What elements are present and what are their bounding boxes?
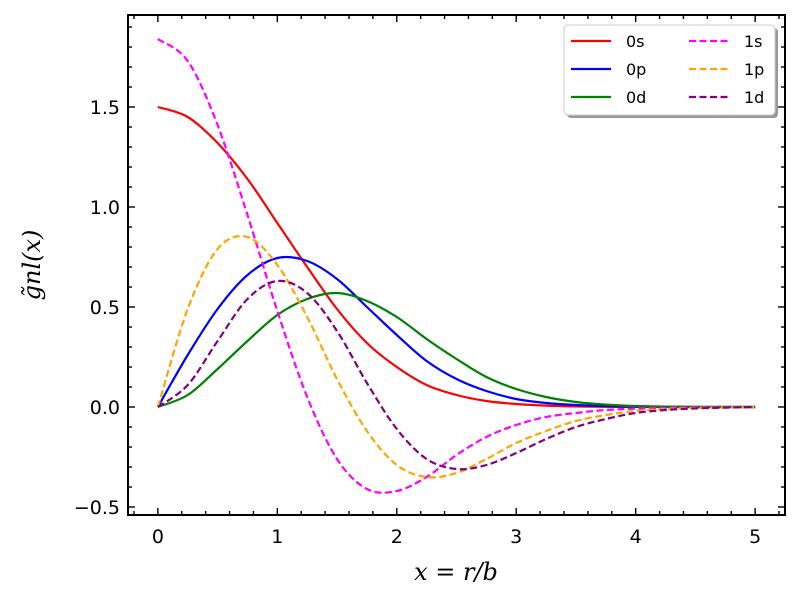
series-line-1p — [156, 234, 756, 479]
y-tick-label: −0.5 — [74, 497, 120, 519]
legend: 0s 0p 0d 1s 1p 1d — [563, 24, 778, 118]
y-tick-label: 0.5 — [90, 297, 120, 319]
legend-label-1p: 1p — [744, 60, 764, 79]
legend-label-1s: 1s — [744, 32, 763, 51]
series-line-0p — [156, 255, 756, 409]
series-line-0s — [157, 105, 756, 409]
x-tick-label: 4 — [630, 526, 642, 548]
legend-label-1d: 1d — [744, 88, 764, 107]
x-axis-label: x = r/b — [414, 558, 498, 586]
x-tick-label: 0 — [152, 526, 164, 548]
legend-label-0s: 0s — [626, 32, 645, 51]
series-layer — [156, 38, 756, 494]
y-tick-label: 1.5 — [90, 97, 120, 119]
y-tick-label: 0.0 — [90, 397, 120, 419]
x-tick-label: 1 — [271, 526, 283, 548]
y-tick-label: 1.0 — [90, 197, 120, 219]
y-axis-label: g̃nl(x) — [18, 230, 46, 301]
series-line-1d — [157, 279, 756, 471]
plot-frame — [127, 14, 786, 516]
x-tick-label: 5 — [749, 526, 761, 548]
legend-box — [563, 24, 776, 116]
ticks-layer: 0 1 2 3 4 5 −0.5 0.0 0.5 1.0 1.5 — [74, 15, 785, 548]
series-line-1s — [157, 38, 756, 494]
x-tick-label: 3 — [510, 526, 522, 548]
series-line-0d — [157, 291, 756, 409]
legend-label-0p: 0p — [626, 60, 646, 79]
x-tick-label: 2 — [391, 526, 403, 548]
legend-label-0d: 0d — [626, 88, 646, 107]
